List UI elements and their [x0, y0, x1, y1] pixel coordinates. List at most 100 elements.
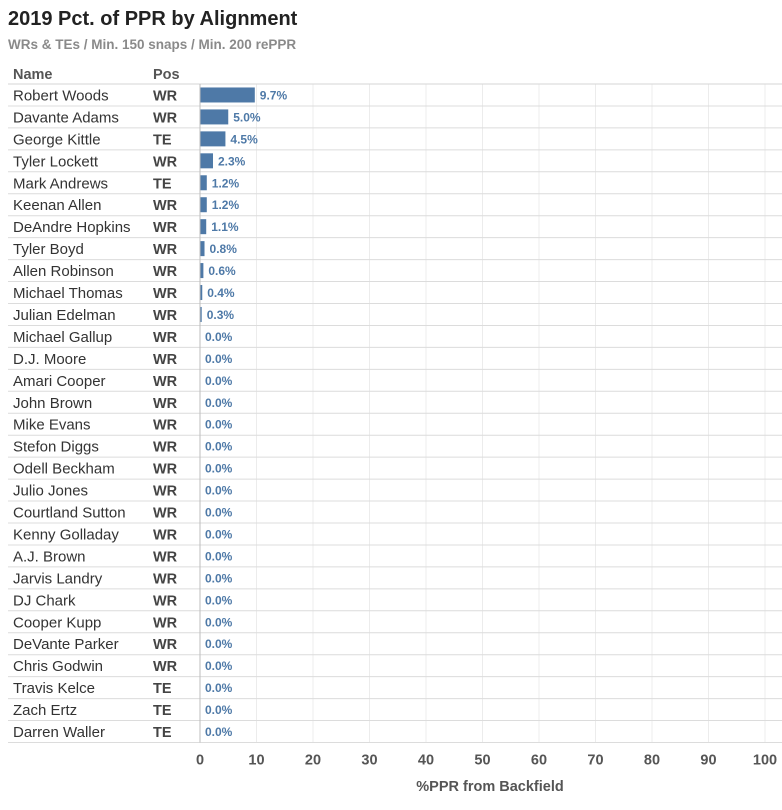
row-pos: WR	[153, 352, 178, 368]
chart-subtitle: WRs & TEs / Min. 150 snaps / Min. 200 re…	[8, 37, 297, 52]
bar-value-label: 9.7%	[260, 88, 288, 102]
row-pos: WR	[153, 418, 178, 434]
row-name: Tyler Lockett	[13, 153, 99, 170]
row-pos: WR	[153, 308, 178, 324]
bar	[200, 197, 207, 213]
row-name: Allen Robinson	[13, 263, 114, 280]
row-name: Robert Woods	[13, 87, 109, 104]
bar	[200, 131, 226, 147]
row-pos: WR	[153, 110, 178, 126]
bar	[200, 241, 205, 257]
row-name: DeAndre Hopkins	[13, 219, 131, 236]
row-pos: WR	[153, 615, 178, 631]
bar	[200, 153, 213, 169]
bar	[200, 219, 207, 235]
row-name: Davante Adams	[13, 109, 119, 126]
row-name: Julian Edelman	[13, 307, 116, 324]
bar-value-label: 5.0%	[233, 110, 261, 124]
bar-value-label: 0.0%	[205, 374, 233, 388]
row-pos: TE	[153, 681, 172, 697]
row-name: George Kittle	[13, 131, 101, 148]
bar-value-label: 0.0%	[205, 615, 233, 629]
row-name: DJ Chark	[13, 592, 76, 609]
bar	[200, 175, 207, 191]
row-pos: WR	[153, 571, 178, 587]
row-name: Mike Evans	[13, 417, 91, 434]
row-name: Stefon Diggs	[13, 439, 99, 456]
x-tick-label: 40	[418, 753, 434, 769]
row-name: Michael Thomas	[13, 285, 123, 302]
row-pos: WR	[153, 242, 178, 258]
row-pos: WR	[153, 286, 178, 302]
row-name: Travis Kelce	[13, 680, 95, 697]
row-pos: WR	[153, 374, 178, 390]
row-pos: WR	[153, 637, 178, 653]
row-name: Amari Cooper	[13, 373, 106, 390]
row-name: Kenny Golladay	[13, 526, 119, 543]
bar-value-label: 0.6%	[208, 264, 236, 278]
row-pos: WR	[153, 549, 178, 565]
bar-value-label: 0.0%	[205, 593, 233, 607]
bar	[200, 109, 229, 125]
bar	[200, 87, 255, 103]
bar-value-label: 1.1%	[211, 220, 239, 234]
row-name: Courtland Sutton	[13, 505, 126, 522]
bar-value-label: 0.0%	[205, 527, 233, 541]
x-tick-label: 80	[644, 753, 660, 769]
bar-value-label: 0.0%	[205, 484, 233, 498]
pos-column-header: Pos	[153, 67, 180, 83]
bar-value-label: 0.0%	[205, 571, 233, 585]
row-pos: WR	[153, 198, 178, 214]
row-name: A.J. Brown	[13, 548, 86, 565]
row-pos: TE	[153, 725, 172, 741]
bar	[200, 306, 202, 322]
row-pos: WR	[153, 527, 178, 543]
row-pos: TE	[153, 176, 172, 192]
bar-value-label: 0.4%	[207, 286, 235, 300]
bar-value-label: 0.0%	[205, 352, 233, 366]
bar-value-label: 0.0%	[205, 659, 233, 673]
bar-value-label: 1.2%	[212, 198, 240, 212]
bar-value-label: 0.0%	[205, 396, 233, 410]
bar-value-label: 0.8%	[210, 242, 238, 256]
bar-value-label: 0.0%	[205, 462, 233, 476]
x-tick-label: 70	[587, 753, 603, 769]
row-name: DeVante Parker	[13, 636, 119, 653]
x-axis: 0 10 20 30 40 50 60 70 80 90 100	[196, 84, 777, 769]
x-axis-label: %PPR from Backfield	[416, 779, 563, 795]
row-pos: WR	[153, 330, 178, 346]
bar-value-label: 2.3%	[218, 154, 246, 168]
row-name: Odell Beckham	[13, 461, 115, 478]
row-pos: WR	[153, 154, 178, 170]
name-column-header: Name	[13, 67, 53, 83]
row-name: Keenan Allen	[13, 197, 101, 214]
x-tick-label: 50	[474, 753, 490, 769]
row-name: Mark Andrews	[13, 175, 108, 192]
bar-value-label: 0.0%	[205, 637, 233, 651]
bar-value-label: 0.3%	[207, 308, 235, 322]
row-name: Jarvis Landry	[13, 570, 103, 587]
bar-value-label: 0.0%	[205, 440, 233, 454]
x-tick-label: 90	[700, 753, 716, 769]
row-pos: WR	[153, 264, 178, 280]
bar-value-label: 0.0%	[205, 330, 233, 344]
bar-value-label: 0.0%	[205, 549, 233, 563]
row-pos: WR	[153, 462, 178, 478]
row-pos: WR	[153, 88, 178, 104]
row-name: Tyler Boyd	[13, 241, 84, 258]
row-name: Zach Ertz	[13, 702, 77, 719]
x-tick-label: 0	[196, 753, 204, 769]
row-name: Darren Waller	[13, 724, 105, 741]
x-tick-label: 30	[361, 753, 377, 769]
row-pos: TE	[153, 132, 172, 148]
row-pos: WR	[153, 220, 178, 236]
row-pos: WR	[153, 440, 178, 456]
chart-title: 2019 Pct. of PPR by Alignment	[8, 8, 298, 30]
x-tick-label: 60	[531, 753, 547, 769]
bar-value-label: 0.0%	[205, 681, 233, 695]
x-tick-label: 100	[753, 753, 777, 769]
row-pos: WR	[153, 396, 178, 412]
row-name: John Brown	[13, 395, 92, 412]
x-tick-label: 20	[305, 753, 321, 769]
